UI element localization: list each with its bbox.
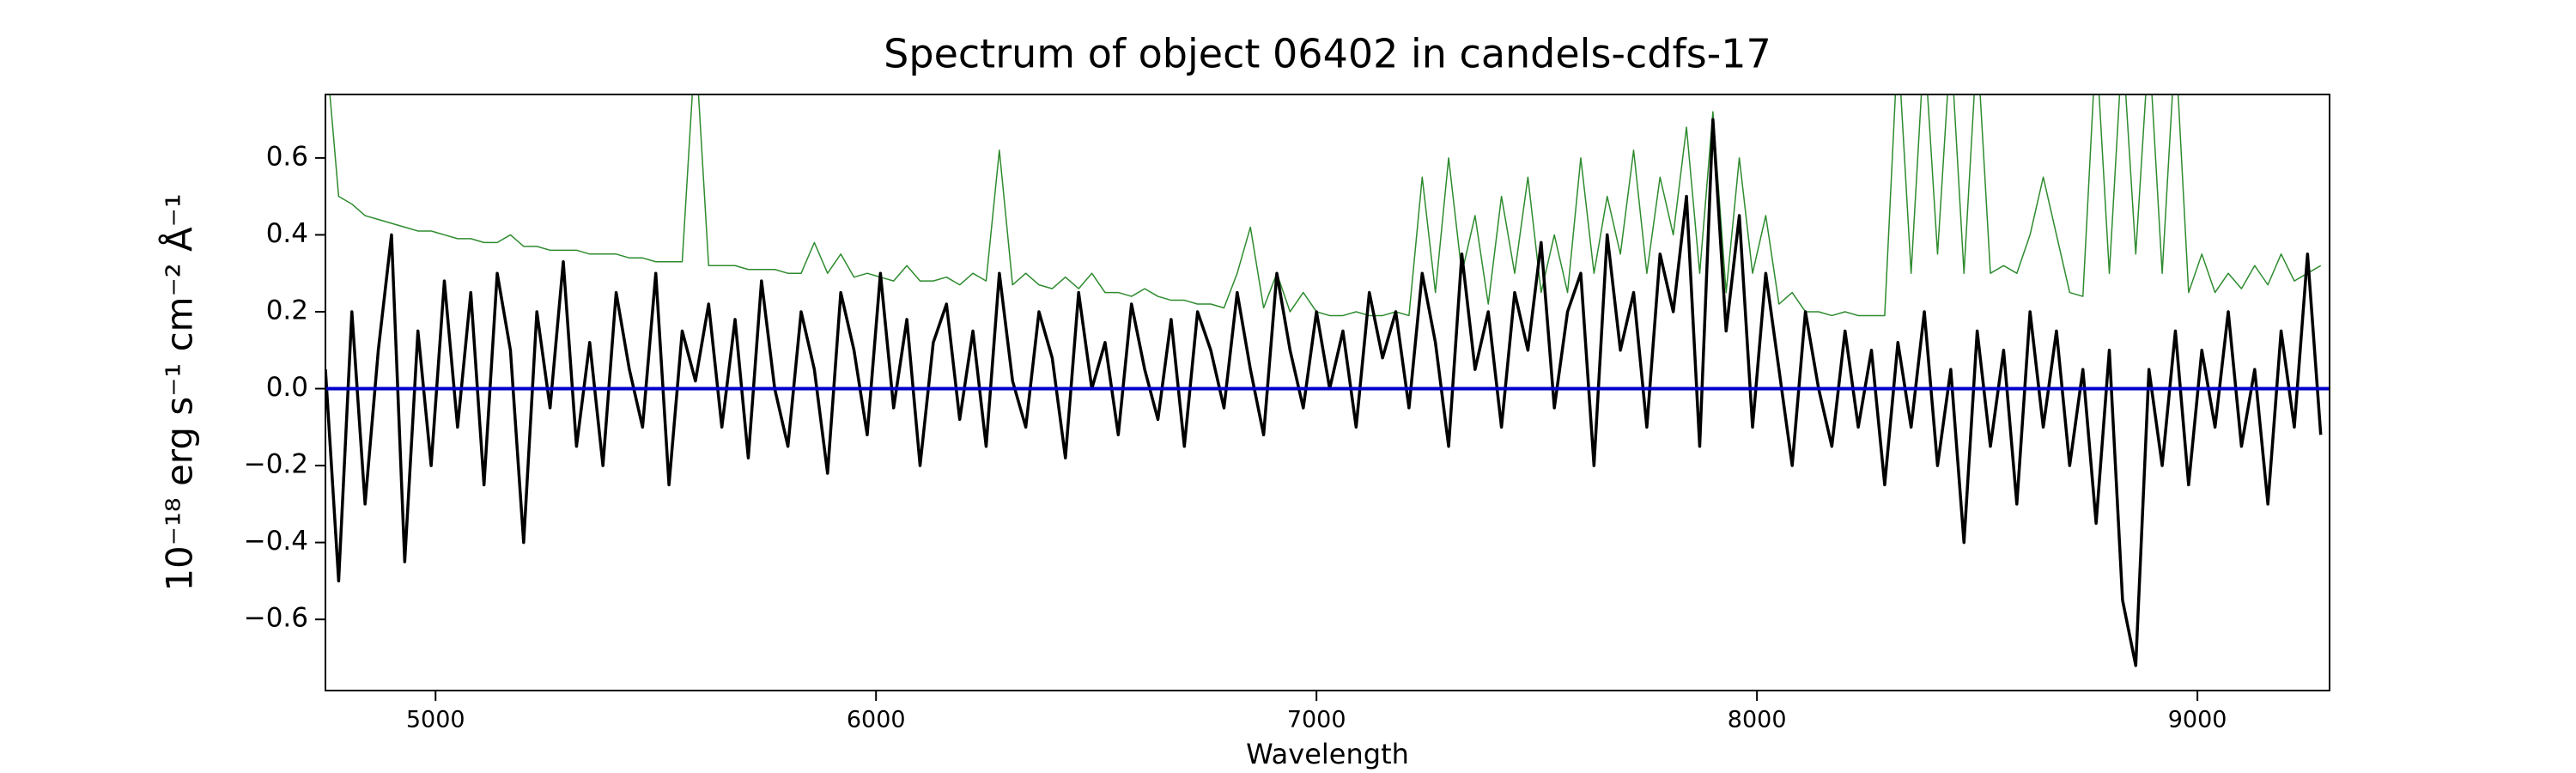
x-tick-label: 8000 xyxy=(1728,707,1787,733)
plot-frame xyxy=(325,94,2330,691)
spectrum-line xyxy=(325,118,2323,667)
x-axis-label: Wavelength xyxy=(1246,738,1409,770)
y-tick-label: 0.6 xyxy=(266,141,308,172)
x-tick-label: 5000 xyxy=(406,707,465,733)
y-tick-label: −0.4 xyxy=(244,526,308,557)
y-tick-label: 0.2 xyxy=(266,295,308,326)
x-tick-label: 9000 xyxy=(2168,707,2227,733)
y-tick-label: −0.6 xyxy=(244,603,308,634)
x-tick-label: 6000 xyxy=(847,707,906,733)
x-tick-label: 7000 xyxy=(1287,707,1346,733)
chart-title: Spectrum of object 06402 in candels-cdfs… xyxy=(884,31,1771,77)
y-tick-label: 0.4 xyxy=(266,218,308,249)
y-tick-label: 0.0 xyxy=(266,372,308,403)
spectrum-line xyxy=(329,94,2322,317)
y-axis-label: 10⁻¹⁸ erg s⁻¹ cm⁻² Å⁻¹ xyxy=(158,193,201,591)
plot-area xyxy=(325,94,2330,667)
y-tick-label: −0.2 xyxy=(244,449,308,480)
